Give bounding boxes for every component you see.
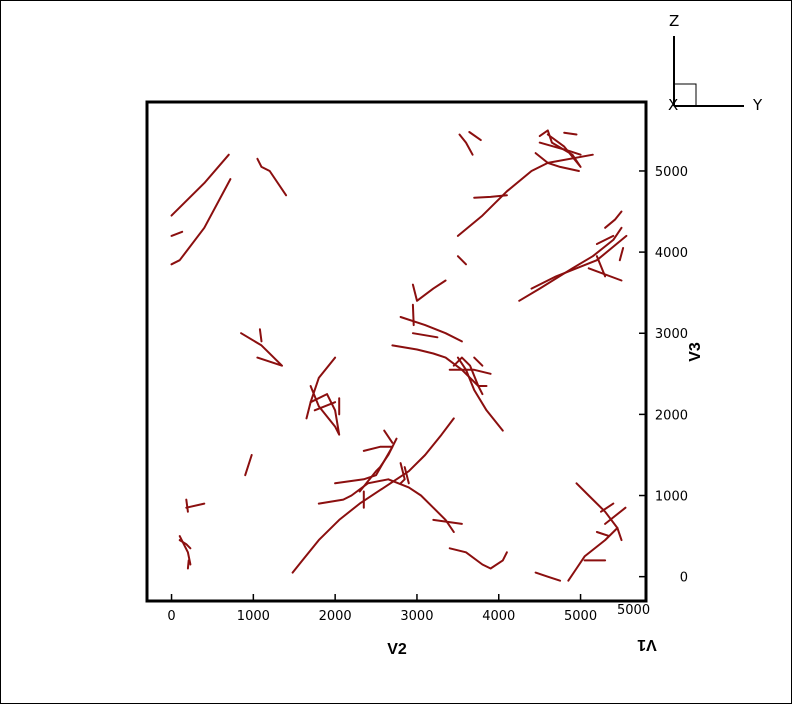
x-axis-title: V2: [387, 641, 407, 658]
fracture-segment: [309, 385, 341, 436]
axis-triad: Z Y X: [668, 12, 763, 114]
fracture-segment: [432, 518, 463, 525]
fracture-segment: [170, 178, 232, 266]
fracture-segment: [600, 502, 615, 513]
fracture-segment: [185, 502, 206, 509]
fracture-segment: [305, 356, 337, 420]
fracture-segment: [456, 153, 594, 237]
fracture-segment: [313, 401, 337, 412]
fracture-segment: [170, 153, 230, 217]
plot-area: [145, 100, 648, 603]
y-tick-label: 1000: [655, 490, 688, 505]
fracture-segment: [334, 445, 394, 485]
fracture-segment: [186, 559, 190, 570]
fracture-segment: [595, 234, 615, 245]
fracture-segment: [170, 230, 184, 237]
y-tick-label: 0: [680, 571, 688, 586]
fracture-segment: [618, 247, 625, 262]
fracture-segment: [399, 462, 406, 485]
fracture-segment: [291, 417, 455, 574]
fracture-segment: [456, 356, 504, 432]
fracture-segment: [567, 527, 619, 582]
fracture-segment: [411, 279, 447, 302]
fracture-segment: [448, 547, 508, 570]
y-tick-label: 4000: [655, 246, 688, 261]
fracture-segment: [185, 498, 189, 513]
fracture-segment: [456, 255, 467, 266]
x-tick-label: 2000: [319, 609, 352, 624]
fracture-segment: [534, 571, 562, 582]
y-axis-ticks: 0 1000 2000 3000 4000 5000: [639, 165, 688, 586]
fracture-segment: [383, 429, 394, 444]
fracture-segment: [538, 141, 582, 156]
fracture-segment: [518, 226, 623, 302]
y-tick-label: 2000: [655, 408, 688, 423]
triad-x-label: X: [668, 96, 678, 114]
fracture-segment: [240, 332, 283, 367]
depth-tick-label: 5000: [617, 603, 650, 618]
x-tick-label: 1000: [237, 609, 270, 624]
fracture-segment: [604, 210, 623, 229]
y-tick-label: 5000: [655, 165, 688, 180]
fracture-segment: [448, 368, 492, 375]
y-tick-label: 3000: [655, 327, 688, 342]
triad-y-label: Y: [752, 96, 763, 114]
triad-x-box: [673, 83, 697, 107]
fracture-segment: [399, 316, 463, 343]
fracture-segment: [256, 157, 288, 197]
x-tick-label: 0: [167, 609, 175, 624]
fracture-segment: [473, 194, 508, 199]
fracture-segment: [534, 152, 580, 172]
x-axis-ticks: 0 1000 2000 3000 4000 5000: [167, 594, 597, 624]
x-tick-label: 3000: [400, 609, 433, 624]
x-tick-label: 4000: [482, 609, 515, 624]
fracture-segment: [604, 506, 627, 525]
x-tick-label: 5000: [564, 609, 597, 624]
fracture-segment: [258, 328, 263, 343]
fracture-segment: [575, 482, 623, 542]
fracture-segment: [178, 539, 192, 550]
fracture-segment: [458, 133, 474, 156]
fracture-segment: [473, 356, 484, 367]
fracture-segment: [530, 234, 628, 290]
fracture-segment: [538, 129, 582, 168]
fracture-segment: [563, 131, 578, 136]
fracture-segment: [244, 454, 253, 477]
fracture-segment: [411, 332, 439, 339]
depth-axis-title: V1: [637, 636, 657, 653]
fracture-segment: [595, 255, 607, 278]
fracture-segment: [317, 478, 455, 533]
fracture-segment: [403, 466, 410, 485]
fracture-segments: [170, 129, 628, 582]
triad-z-label: Z: [669, 12, 679, 30]
y-axis-title: V3: [687, 342, 704, 362]
fracture-segment: [468, 131, 482, 142]
